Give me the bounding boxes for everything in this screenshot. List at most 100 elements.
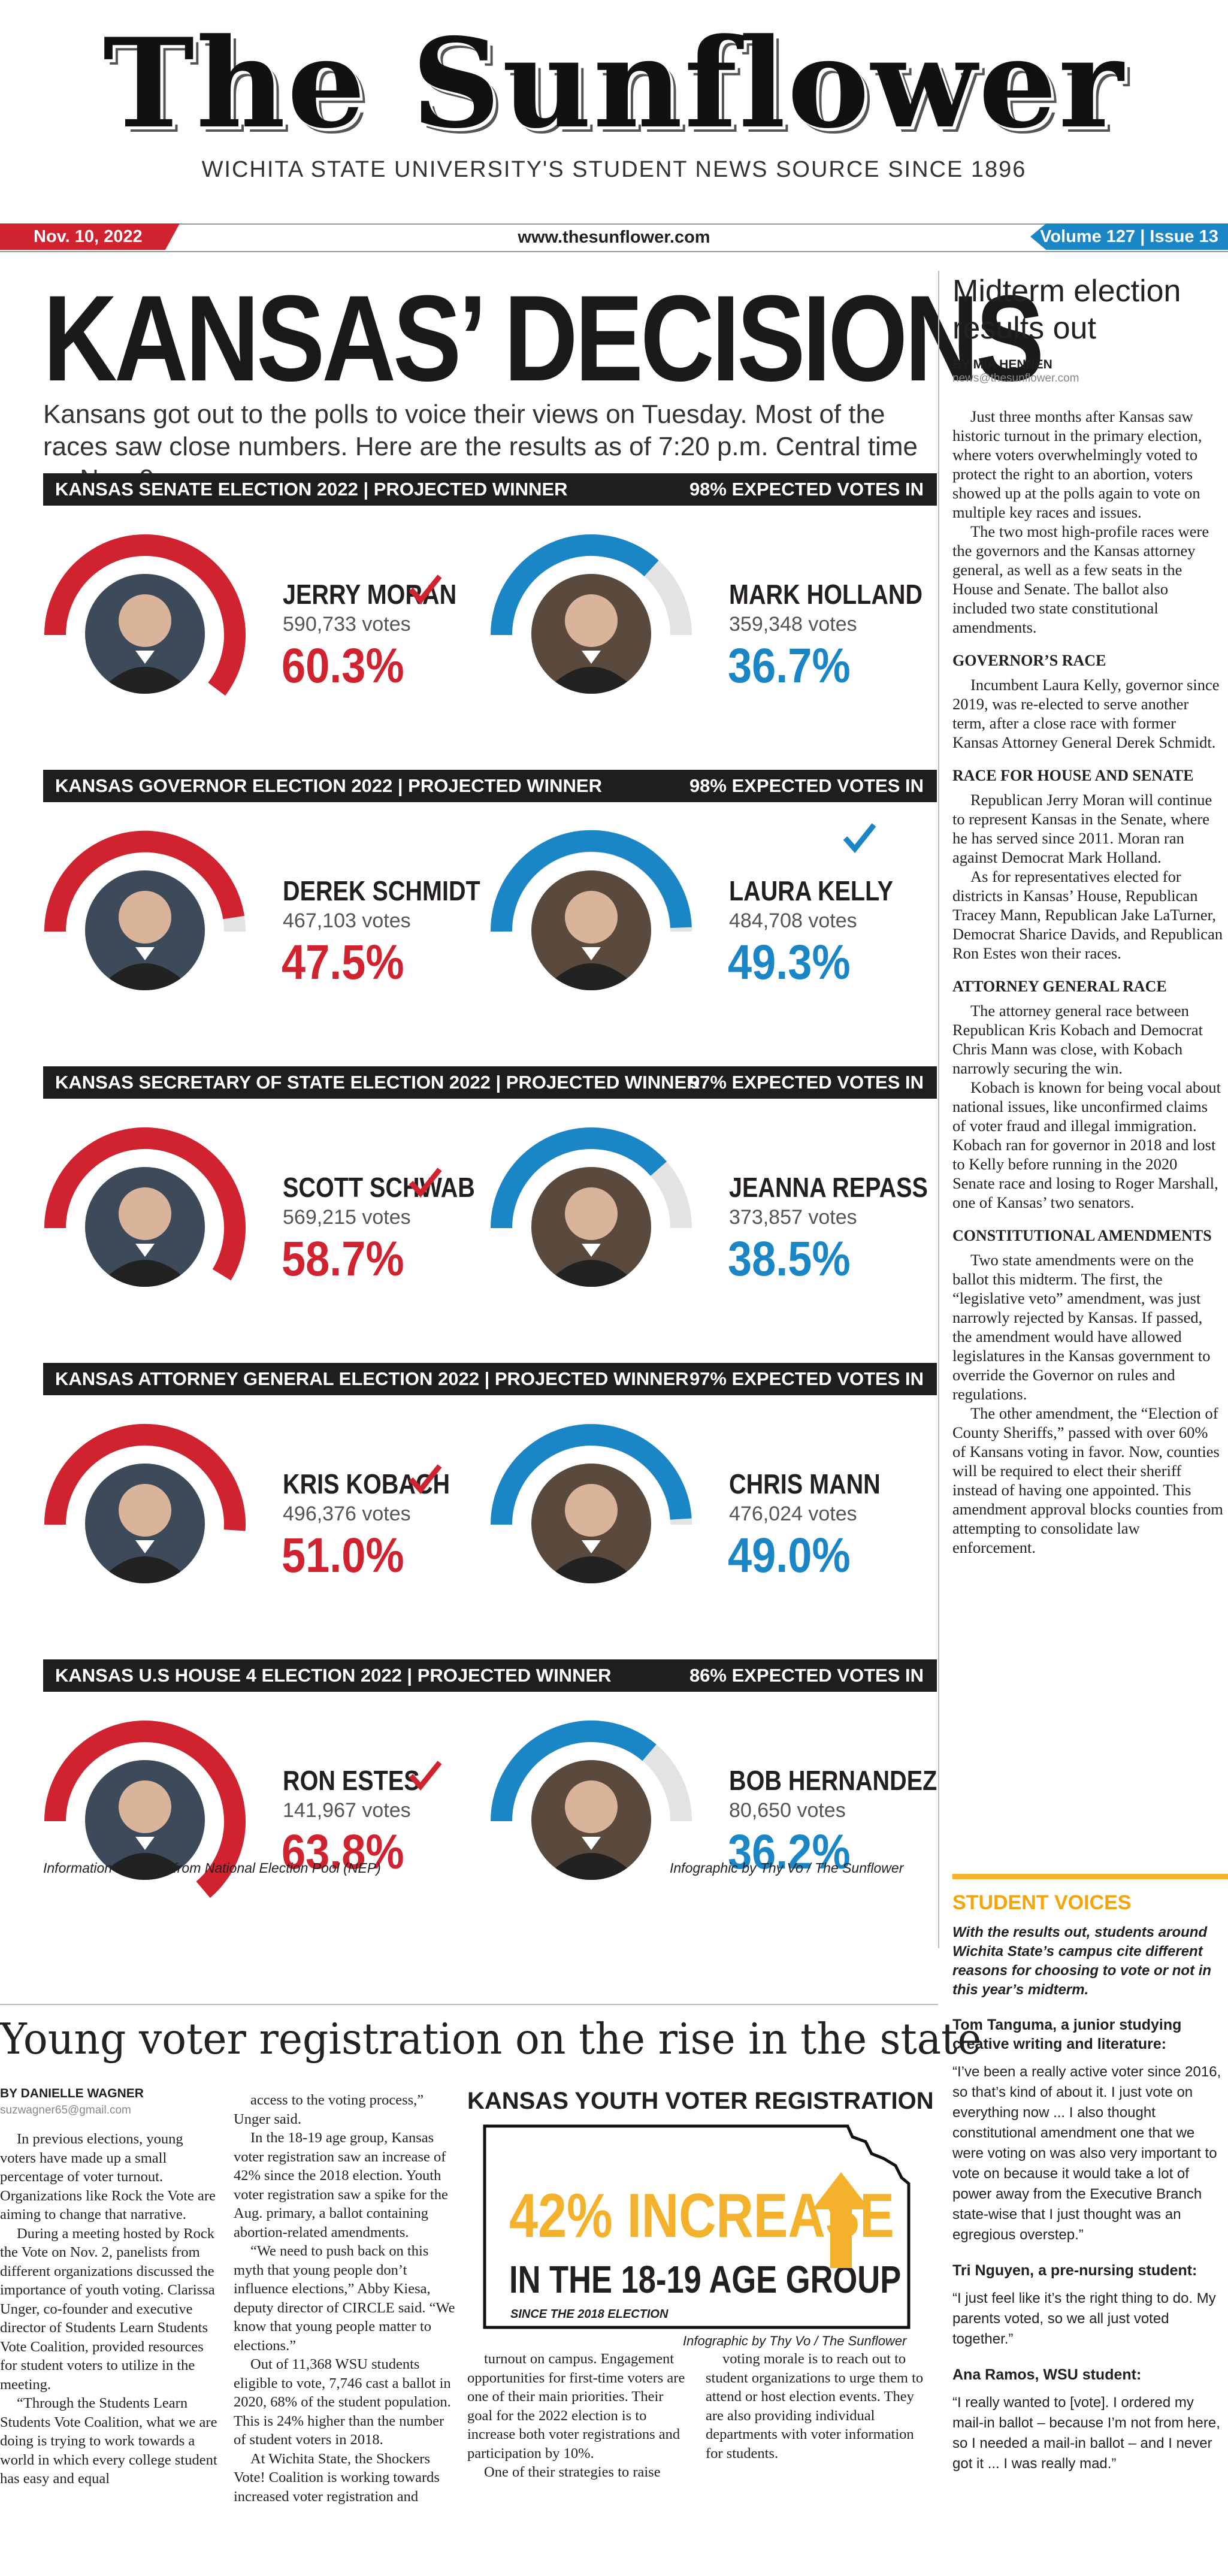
candidate-photo <box>85 870 205 990</box>
story-column-4: voting morale is to reach out to student… <box>706 2350 930 2463</box>
vote-share-arc <box>44 1127 246 1281</box>
vote-share-arc <box>491 534 692 636</box>
candidate-card: MARK HOLLAND 359,348 votes 36.7% <box>489 521 933 749</box>
governor-text: Incumbent Laura Kelly, governor since 20… <box>952 675 1223 752</box>
vote-share-arc <box>44 534 246 696</box>
race-block: KANSAS U.S HOUSE 4 ELECTION 2022 | PROJE… <box>43 1659 937 1953</box>
candidate-votes: 359,348 votes <box>729 613 857 636</box>
attorney-general-subhead: ATTORNEY GENERAL RACE <box>952 978 1167 995</box>
vote-share-arc <box>491 1721 692 1822</box>
issue-date: Nov. 10, 2022 <box>0 223 180 250</box>
vote-share-arc <box>491 1127 692 1229</box>
sidebar-divider <box>938 271 939 1948</box>
site-url[interactable]: www.thesunflower.com <box>518 228 710 247</box>
arc-share <box>44 1127 246 1281</box>
candidate-photo <box>85 1167 205 1287</box>
candidate-photo <box>531 1760 651 1880</box>
data-source-credit: Information and data from National Elect… <box>43 1860 381 1876</box>
amendments-text: Two state amendments were on the ballot … <box>952 1250 1223 1557</box>
candidate-photo <box>531 574 651 694</box>
race-title: KANSAS ATTORNEY GENERAL ELECTION 2022 | … <box>55 1368 689 1389</box>
candidate-percentage: 47.5% <box>282 935 404 990</box>
person-icon <box>531 574 651 694</box>
candidate-percentage: 36.7% <box>728 639 851 693</box>
paragraph: access to the voting process,” Unger sai… <box>234 2092 424 2127</box>
candidate-percentage: 36.2% <box>728 1825 851 1879</box>
arc-share <box>491 534 659 636</box>
person-icon <box>85 574 205 694</box>
volume-issue: Volume 127 | Issue 13 <box>1030 223 1228 250</box>
race-header-bar: KANSAS ATTORNEY GENERAL ELECTION 2022 | … <box>43 1363 937 1395</box>
candidate-votes: 496,376 votes <box>283 1502 411 1525</box>
story-column-3: turnout on campus. Engagement opportunit… <box>467 2350 692 2482</box>
candidate-card: KRIS KOBACH 496,376 votes 51.0% <box>43 1411 486 1638</box>
student-name: Tri Nguyen, a pre-nursing student: <box>952 2262 1197 2279</box>
candidate-votes: 141,967 votes <box>283 1799 411 1822</box>
candidate-votes: 590,733 votes <box>283 613 411 636</box>
paragraph: One of their strategies to raise <box>484 2464 661 2480</box>
story-byline: BY DANIELLE WAGNER <box>0 2087 144 2100</box>
arc-share <box>491 1424 692 1525</box>
sidebar-email[interactable]: news@thesunflower.com <box>952 372 1079 385</box>
masthead-tagline: WICHITA STATE UNIVERSITY'S STUDENT NEWS … <box>201 157 1027 182</box>
race-block: KANSAS SECRETARY OF STATE ELECTION 2022 … <box>43 1066 937 1360</box>
student-quote: “I really wanted to [vote]. I ordered my… <box>952 2394 1220 2472</box>
winner-check-icon <box>409 1761 442 1791</box>
newspaper-title: The Sunflower <box>102 12 1126 156</box>
paragraph: In previous elections, young voters have… <box>0 2131 216 2223</box>
story-email[interactable]: suzwagner65@gmail.com <box>0 2104 131 2117</box>
candidate-name: MARK HOLLAND <box>729 579 923 610</box>
candidate-photo <box>531 870 651 990</box>
arc-share <box>490 830 692 932</box>
youth-since-note: SINCE THE 2018 ELECTION <box>510 2308 669 2321</box>
candidate-name: LAURA KELLY <box>729 875 894 906</box>
paragraph: In the 18-19 age group, Kansas voter reg… <box>234 2130 448 2241</box>
story-headline: Young voter registration on the rise in … <box>0 2014 982 2064</box>
person-icon <box>85 1760 205 1880</box>
race-votes-in: 86% EXPECTED VOTES IN <box>689 1665 924 1686</box>
candidate-card: JERRY MORAN 590,733 votes 60.3% <box>43 521 486 749</box>
candidate-name: SCOTT SCHWAB <box>283 1172 475 1203</box>
arc-share <box>491 1127 667 1229</box>
paragraph: Republican Jerry Moran will continue to … <box>952 791 1212 866</box>
race-votes-in: 97% EXPECTED VOTES IN <box>689 1072 924 1093</box>
candidate-name: BOB HERNANDEZ <box>729 1765 937 1796</box>
attorney-general-text: The attorney general race between Republ… <box>952 1001 1223 1212</box>
candidate-name: RON ESTES <box>283 1765 420 1796</box>
winner-check-icon <box>409 1464 442 1494</box>
paragraph: turnout on campus. Engagement opportunit… <box>467 2351 685 2462</box>
candidate-percentage: 38.5% <box>728 1232 851 1286</box>
race-votes-in: 97% EXPECTED VOTES IN <box>689 1368 924 1389</box>
race-votes-in: 98% EXPECTED VOTES IN <box>689 479 924 500</box>
kansas-map-outline <box>483 2124 911 2329</box>
candidate-card: SCOTT SCHWAB 569,215 votes 58.7% <box>43 1114 486 1342</box>
paragraph: “We need to push back on this myth that … <box>234 2243 455 2354</box>
race-header-bar: KANSAS GOVERNOR ELECTION 2022 | PROJECTE… <box>43 770 937 802</box>
vote-share-arc <box>491 1424 692 1525</box>
candidate-photo <box>531 1167 651 1287</box>
arc-share <box>491 1721 657 1822</box>
amendments-subhead: CONSTITUTIONAL AMENDMENTS <box>952 1227 1212 1244</box>
candidate-percentage: 49.3% <box>728 935 851 990</box>
sidebar-headline: Midterm election results out <box>952 274 1181 346</box>
house-senate-text: Republican Jerry Moran will continue to … <box>952 790 1223 963</box>
candidate-photo <box>85 1464 205 1583</box>
candidate-card: CHRIS MANN 476,024 votes 49.0% <box>489 1411 933 1638</box>
candidate-card: RON ESTES 141,967 votes 63.8% <box>43 1707 486 1935</box>
person-icon <box>531 870 651 990</box>
arc-share <box>44 1721 246 1898</box>
candidate-votes: 569,215 votes <box>283 1206 411 1229</box>
race-votes-in: 98% EXPECTED VOTES IN <box>689 775 924 796</box>
paragraph: Kobach is known for being vocal about na… <box>952 1078 1221 1211</box>
paragraph: The two most high-profile races were the… <box>952 522 1209 636</box>
student-voices-title: STUDENT VOICES <box>952 1891 1132 1914</box>
paragraph: As for representatives elected for distr… <box>952 867 1223 962</box>
section-divider <box>0 2004 938 2005</box>
paragraph: Just three months after Kansas saw histo… <box>952 407 1202 521</box>
vote-share-arc <box>44 1423 246 1531</box>
paragraph: The attorney general race between Republ… <box>952 1002 1203 1077</box>
main-headline: KANSAS’ DECISIONS <box>43 270 1044 407</box>
student-quote: “I just feel like it’s the right thing t… <box>952 2290 1216 2347</box>
paragraph: “Through the Students Learn Students Vot… <box>0 2395 217 2487</box>
race-block: KANSAS ATTORNEY GENERAL ELECTION 2022 | … <box>43 1363 937 1656</box>
